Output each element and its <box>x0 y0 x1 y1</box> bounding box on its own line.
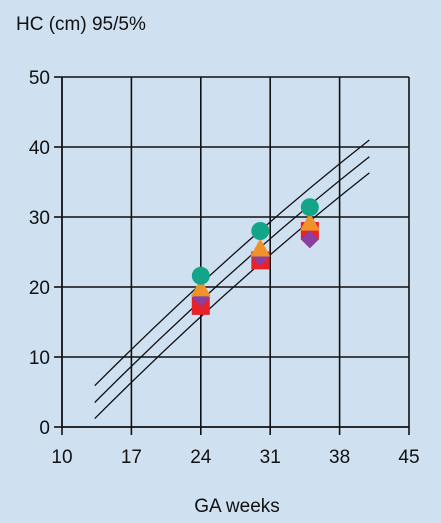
circle-point-3 <box>300 198 319 217</box>
y-tick-label-0: 0 <box>39 418 50 439</box>
y-tick-label-30: 30 <box>29 208 50 229</box>
grid-lines <box>54 76 410 435</box>
y-tick-label-40: 40 <box>29 138 50 159</box>
reference-curve-2 <box>94 156 370 403</box>
y-tick-label-20: 20 <box>29 278 50 299</box>
reference-curve-3 <box>94 172 370 420</box>
x-tick-label-24: 24 <box>190 447 212 468</box>
x-tick-label-38: 38 <box>329 447 350 468</box>
reference-curves <box>94 139 370 420</box>
reference-curve-1 <box>94 139 370 387</box>
x-tick-label-10: 10 <box>51 447 72 468</box>
triangle-point-2 <box>250 238 271 257</box>
x-tick-label-17: 17 <box>121 447 142 468</box>
circle-point-1 <box>191 266 210 285</box>
diamond-point-3 <box>300 230 319 249</box>
y-tick-label-50: 50 <box>29 68 50 89</box>
circle-point-2 <box>251 222 270 240</box>
triangle-point-1 <box>190 278 211 297</box>
x-axis-title: GA weeks <box>194 496 280 517</box>
x-tick-label-45: 45 <box>398 447 419 468</box>
x-tick-label-31: 31 <box>260 447 281 468</box>
triangle-point-3 <box>299 212 320 231</box>
y-tick-label-10: 10 <box>29 348 50 369</box>
data-points <box>190 198 320 315</box>
chart-title: HC (cm) 95/5% <box>16 14 146 35</box>
